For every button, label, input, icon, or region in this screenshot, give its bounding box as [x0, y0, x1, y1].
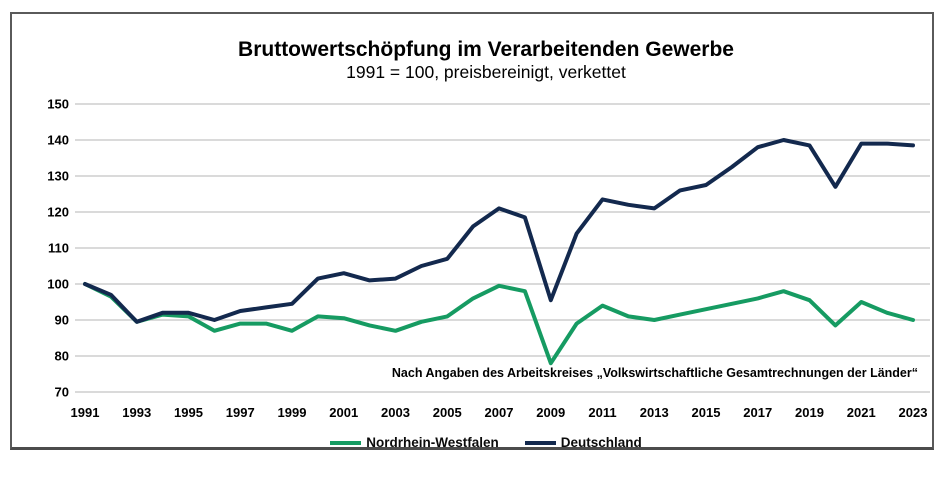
- chart-title: Bruttowertschöpfung im Verarbeitenden Ge…: [238, 38, 734, 61]
- line-chart-plot: 70 80 90 100 110 120 130 140 150 1991 1993 1995 1997…: [47, 97, 930, 420]
- svg-text:2023: 2023: [899, 405, 928, 420]
- svg-text:70: 70: [55, 385, 69, 400]
- svg-text:2017: 2017: [743, 405, 772, 420]
- svg-text:1997: 1997: [226, 405, 255, 420]
- svg-text:2005: 2005: [433, 405, 462, 420]
- svg-text:1995: 1995: [174, 405, 203, 420]
- deutschland-line-swatch: [524, 440, 556, 445]
- svg-text:2007: 2007: [485, 405, 514, 420]
- legend-item-nordrhein-westfalen: Nordrhein-Westfalen: [330, 435, 499, 450]
- svg-text:2019: 2019: [795, 405, 824, 420]
- legend-item-deutschland: Deutschland: [524, 435, 642, 450]
- legend-label-deutschland: Deutschland: [560, 435, 642, 450]
- svg-text:90: 90: [55, 313, 69, 328]
- svg-text:80: 80: [55, 349, 69, 364]
- svg-text:2003: 2003: [381, 405, 410, 420]
- chart-subtitle: 1991 = 100, preisbereinigt, verkettet: [346, 62, 626, 82]
- svg-text:150: 150: [47, 97, 69, 112]
- svg-text:1991: 1991: [71, 405, 100, 420]
- svg-text:140: 140: [47, 133, 69, 148]
- svg-text:1993: 1993: [122, 405, 151, 420]
- svg-text:2001: 2001: [329, 405, 358, 420]
- svg-text:120: 120: [47, 205, 69, 220]
- svg-text:2021: 2021: [847, 405, 876, 420]
- source-note: Nach Angaben des Arbeitskreises „Volkswi…: [391, 366, 918, 380]
- svg-text:110: 110: [48, 241, 69, 256]
- svg-text:130: 130: [47, 169, 69, 184]
- svg-text:1999: 1999: [278, 405, 307, 420]
- legend-label-nrw: Nordrhein-Westfalen: [366, 435, 499, 450]
- svg-text:2015: 2015: [692, 405, 721, 420]
- svg-text:2011: 2011: [588, 405, 616, 420]
- svg-text:100: 100: [47, 277, 69, 292]
- chart-frame: Bruttowertschöpfung im Verarbeitenden Ge…: [10, 12, 934, 450]
- svg-text:2013: 2013: [640, 405, 669, 420]
- svg-text:2009: 2009: [536, 405, 565, 420]
- nrw-line-swatch: [330, 440, 362, 445]
- chart-legend: Nordrhein-Westfalen Deutschland: [12, 435, 948, 450]
